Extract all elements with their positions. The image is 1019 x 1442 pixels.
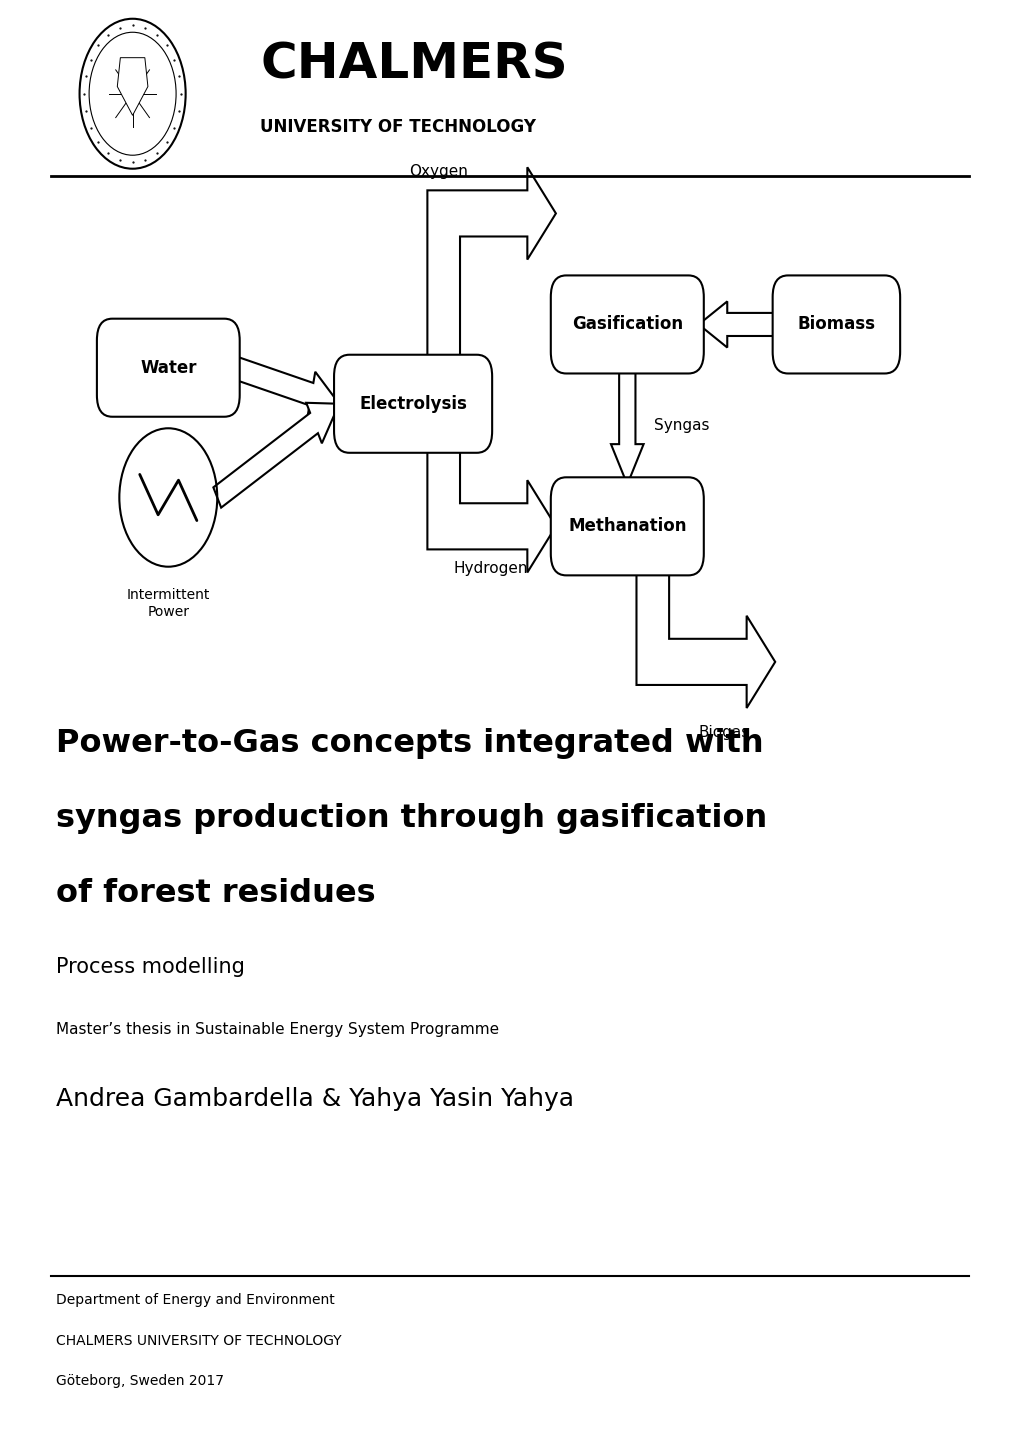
Text: Master’s thesis in Sustainable Energy System Programme: Master’s thesis in Sustainable Energy Sy… bbox=[56, 1022, 498, 1037]
FancyBboxPatch shape bbox=[550, 275, 703, 373]
Text: Intermittent
Power: Intermittent Power bbox=[126, 588, 210, 619]
Text: Andrea Gambardella & Yahya Yasin Yahya: Andrea Gambardella & Yahya Yasin Yahya bbox=[56, 1087, 574, 1112]
Polygon shape bbox=[213, 402, 339, 508]
Polygon shape bbox=[636, 568, 774, 708]
Text: syngas production through gasification: syngas production through gasification bbox=[56, 803, 766, 833]
Text: of forest residues: of forest residues bbox=[56, 878, 375, 908]
FancyBboxPatch shape bbox=[97, 319, 239, 417]
Polygon shape bbox=[427, 446, 555, 572]
Text: Water: Water bbox=[140, 359, 197, 376]
Polygon shape bbox=[117, 58, 148, 115]
FancyBboxPatch shape bbox=[550, 477, 703, 575]
Text: Biomass: Biomass bbox=[797, 316, 874, 333]
Text: Syngas: Syngas bbox=[653, 418, 708, 433]
FancyBboxPatch shape bbox=[772, 275, 900, 373]
Polygon shape bbox=[427, 167, 555, 362]
Text: CHALMERS: CHALMERS bbox=[260, 40, 568, 89]
Text: Electrolysis: Electrolysis bbox=[359, 395, 467, 412]
Text: Hydrogen: Hydrogen bbox=[453, 561, 528, 575]
Polygon shape bbox=[610, 366, 643, 485]
Text: Department of Energy and Environment: Department of Energy and Environment bbox=[56, 1293, 334, 1308]
Text: Methanation: Methanation bbox=[568, 518, 686, 535]
FancyBboxPatch shape bbox=[334, 355, 492, 453]
Text: Process modelling: Process modelling bbox=[56, 957, 245, 978]
Text: Power-to-Gas concepts integrated with: Power-to-Gas concepts integrated with bbox=[56, 728, 763, 758]
Text: UNIVERSITY OF TECHNOLOGY: UNIVERSITY OF TECHNOLOGY bbox=[260, 118, 536, 136]
Text: Biogas: Biogas bbox=[698, 725, 749, 740]
Text: Gasification: Gasification bbox=[572, 316, 682, 333]
Text: CHALMERS UNIVERSITY OF TECHNOLOGY: CHALMERS UNIVERSITY OF TECHNOLOGY bbox=[56, 1334, 341, 1348]
Polygon shape bbox=[698, 301, 777, 348]
Text: Göteborg, Sweden 2017: Göteborg, Sweden 2017 bbox=[56, 1374, 224, 1389]
Polygon shape bbox=[232, 356, 339, 417]
Text: Oxygen: Oxygen bbox=[409, 164, 468, 179]
